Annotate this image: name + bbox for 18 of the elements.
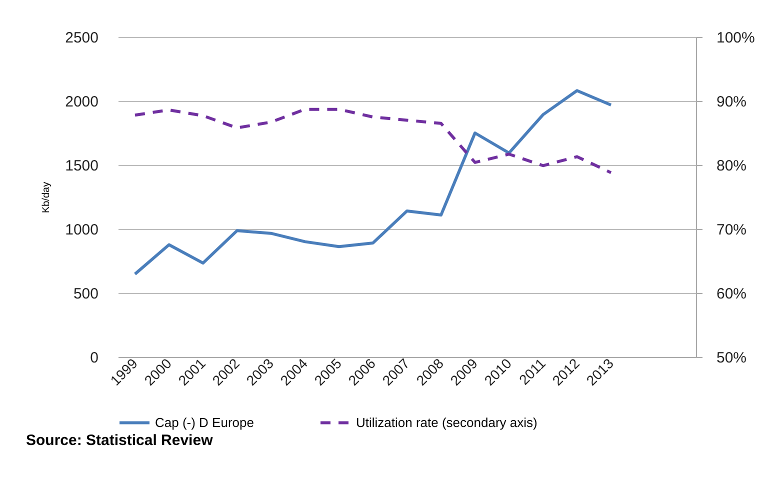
legend-label: Cap (-) D Europe bbox=[155, 414, 254, 430]
y-tick-label: 1000 bbox=[65, 222, 98, 238]
y-tick-label: 1500 bbox=[65, 158, 98, 174]
y2-tick-label: 60% bbox=[716, 286, 747, 302]
line-series bbox=[134, 89, 612, 276]
y-axis-title: Kb/day bbox=[41, 182, 52, 214]
legend-label: Utilization rate (secondary axis) bbox=[356, 414, 538, 430]
y-tick-label: 500 bbox=[73, 286, 98, 302]
y-tick-label: 2500 bbox=[65, 30, 98, 46]
source-note: Source: Statistical Review bbox=[26, 432, 214, 449]
line-series bbox=[134, 108, 612, 174]
y2-tick-label: 90% bbox=[716, 94, 747, 110]
y2-tick-label: 80% bbox=[716, 158, 747, 174]
y-tick-label: 2000 bbox=[65, 94, 98, 110]
y2-tick-label: 50% bbox=[716, 350, 747, 366]
y-tick-label: 0 bbox=[90, 350, 98, 366]
y2-tick-label: 100% bbox=[716, 30, 755, 46]
y2-tick-label: 70% bbox=[716, 222, 747, 238]
